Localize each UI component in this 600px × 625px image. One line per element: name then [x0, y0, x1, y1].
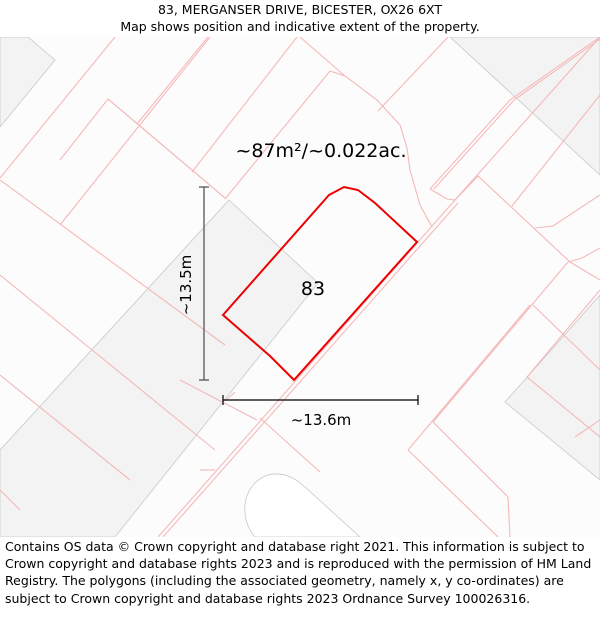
- vertical-measure-label: ~13.5m: [177, 255, 195, 316]
- map-header: 83, MERGANSER DRIVE, BICESTER, OX26 6XT …: [0, 0, 600, 38]
- area-label: ~87m²/~0.022ac.: [235, 140, 406, 162]
- parcel-boundaries: [0, 37, 600, 537]
- property-boundary[interactable]: [221, 185, 419, 382]
- road-turning-head: [244, 473, 361, 537]
- copyright-notice: Contains OS data © Crown copyright and d…: [5, 539, 592, 606]
- building-blocks: [0, 37, 600, 537]
- property-address: 83, MERGANSER DRIVE, BICESTER, OX26 6XT: [157, 2, 443, 17]
- map-subtitle: Map shows position and indicative extent…: [120, 19, 480, 34]
- vertical-measure: [199, 186, 209, 381]
- building-right: [504, 294, 600, 481]
- horizontal-measure-label: ~13.6m: [291, 411, 352, 429]
- building-top-right: [449, 37, 600, 176]
- property-map[interactable]: ~87m²/~0.022ac. 83 ~13.5m ~13.6m: [0, 37, 600, 537]
- horizontal-measure: [222, 395, 419, 405]
- building-top-left: [0, 37, 56, 128]
- building-central-strip: [0, 199, 319, 537]
- plot-number-label: 83: [301, 278, 325, 300]
